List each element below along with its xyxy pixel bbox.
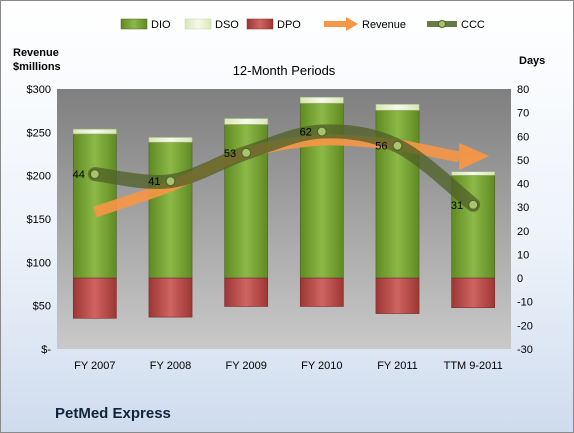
bar-dpo: [72, 277, 117, 319]
legend-label-dio: DIO: [151, 19, 171, 31]
right-tick-label: -30: [517, 344, 533, 356]
category-label: FY 2011: [377, 360, 418, 372]
legend-swatch-dpo: [246, 18, 274, 30]
right-axis-title: Days: [519, 55, 546, 67]
category-label: FY 2009: [225, 360, 266, 372]
legend-label-ccc: CCC: [461, 19, 485, 31]
ccc-marker: [468, 199, 479, 210]
revenue-arrowhead: [459, 143, 490, 170]
right-tick-label: 60: [517, 131, 529, 143]
left-axis-title-line2: $millions: [13, 61, 61, 73]
ccc-data-label: 53: [224, 148, 236, 160]
legend-swatch-revenue: [324, 17, 358, 31]
category-label: FY 2008: [150, 360, 191, 372]
right-tick-label: 20: [517, 226, 529, 238]
ccc-marker: [241, 147, 252, 158]
left-tick-label: $300: [27, 84, 51, 96]
ccc-marker: [89, 168, 100, 180]
ccc-data-label: 44: [73, 169, 85, 181]
bar-dpo: [224, 277, 269, 307]
category-label: TTM 9-2011: [444, 360, 503, 372]
bar-dio: [148, 141, 193, 279]
left-tick-label: $250: [27, 127, 51, 139]
right-tick-label: -10: [517, 297, 533, 309]
bar-dpo: [148, 277, 193, 318]
ccc-data-label: 62: [300, 127, 312, 139]
legend-swatch-dso: [184, 18, 212, 30]
legend-label-dso: DSO: [215, 19, 239, 31]
bar-dpo: [299, 277, 344, 307]
bar-dpo: [375, 277, 420, 314]
right-tick-label: 70: [517, 108, 529, 120]
bar-dso: [72, 128, 117, 135]
ccc-data-label: 31: [451, 200, 463, 212]
bar-dpo: [451, 277, 496, 308]
left-tick-label: $50: [33, 301, 51, 313]
ccc-data-label: 41: [148, 176, 160, 188]
right-tick-label: 80: [517, 84, 529, 96]
company-name: PetMed Express: [55, 405, 171, 422]
left-tick-label: $150: [27, 214, 51, 226]
right-tick-label: 30: [517, 202, 529, 214]
right-tick-label: 0: [517, 273, 523, 285]
right-tick-label: -20: [517, 320, 533, 332]
bar-dso: [148, 137, 193, 143]
left-tick-label: $200: [27, 171, 51, 183]
left-tick-label: $-: [41, 344, 51, 356]
right-tick-label: 40: [517, 179, 529, 191]
bar-dso: [224, 118, 269, 125]
ccc-marker: [392, 140, 403, 151]
left-axis-title: Revenue $millions: [13, 46, 61, 74]
right-tick-label: 10: [517, 249, 529, 261]
legend-swatch-ccc-marker: [438, 20, 446, 28]
left-axis-title-line1: Revenue: [13, 47, 59, 59]
bar-dso: [375, 104, 420, 111]
legend-swatch-dio: [120, 18, 148, 30]
ccc-data-label: 56: [375, 141, 387, 153]
bar-dso: [299, 96, 344, 104]
ccc-marker: [316, 126, 327, 137]
category-label: FY 2007: [74, 360, 115, 372]
right-tick-label: 50: [517, 155, 529, 167]
left-tick-label: $100: [27, 257, 51, 269]
chart-title: 12-Month Periods: [233, 63, 336, 78]
legend-label-revenue: Revenue: [362, 19, 406, 31]
category-label: FY 2010: [301, 360, 342, 372]
bar-dso: [451, 171, 496, 176]
ccc-marker: [165, 176, 176, 187]
plot-area: [57, 89, 511, 349]
bar-dio: [451, 174, 496, 279]
legend-label-dpo: DPO: [277, 19, 301, 31]
